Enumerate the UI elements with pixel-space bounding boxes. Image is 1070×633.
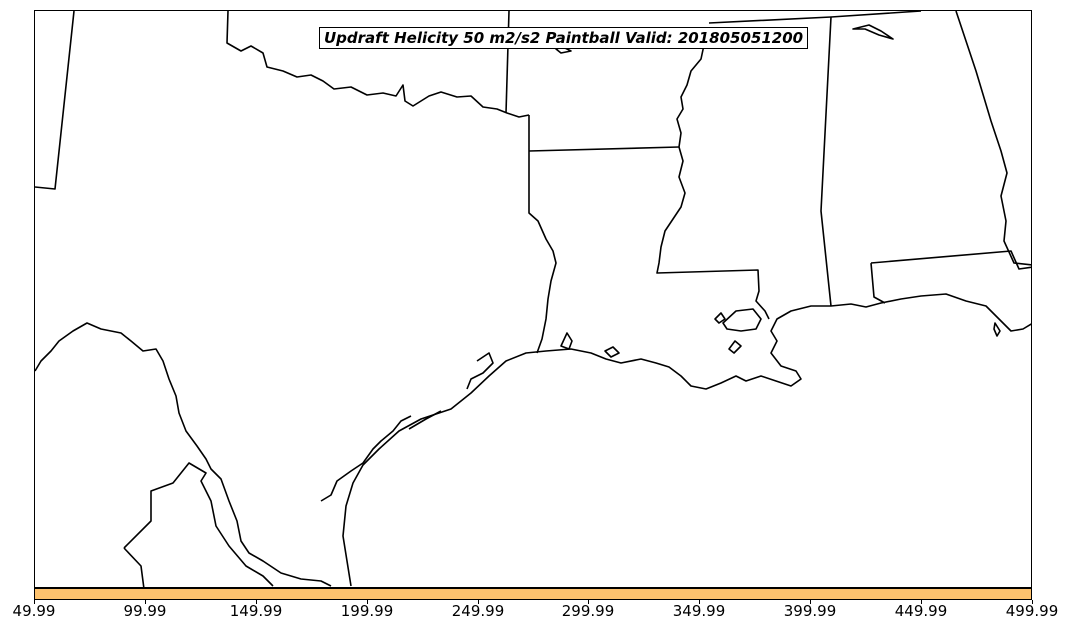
colorbar-tick-mark [478, 600, 479, 604]
state-border-al-ga [955, 11, 1031, 266]
colorbar-tick-label: 249.99 [451, 602, 505, 620]
coastline-gulf [342, 293, 1031, 587]
border-mexico-state-1 [123, 547, 145, 587]
colorbar-tick-mark [34, 600, 35, 604]
border-mexico-state-2 [123, 462, 274, 587]
lake-small-2 [604, 346, 620, 358]
lake-small-1 [714, 312, 726, 324]
colorbar-tick-label: 149.99 [229, 602, 283, 620]
lake-pontchartrain [722, 308, 762, 332]
coast-bay-galveston [466, 352, 494, 390]
colorbar-tick-label: 49.99 [12, 602, 56, 620]
state-border-red-river [226, 11, 530, 118]
colorbar-tick-label: 199.99 [340, 602, 394, 620]
state-border-al-fl [870, 250, 1031, 304]
colorbar-tick-mark [699, 600, 700, 604]
coast-barrier-tx [320, 410, 442, 502]
colorbar-tick-label: 349.99 [672, 602, 726, 620]
state-border-tx-la [528, 115, 680, 354]
colorbar-tick-mark [367, 600, 368, 604]
colorbar-tick-mark [921, 600, 922, 604]
colorbar-ticks: 49.99 99.99 149.99 199.99 249.99 299.99 349.99… [0, 600, 1070, 633]
lake-small-4 [728, 340, 742, 354]
colorbar-tick-label: 299.99 [561, 602, 615, 620]
colorbar-tick-label: 399.99 [783, 602, 837, 620]
colorbar-tick-label: 499.99 [1005, 602, 1059, 620]
lake-small-5 [993, 322, 1001, 337]
river-mississippi [656, 30, 770, 320]
lake-small-3 [560, 332, 573, 350]
map-title: Updraft Helicity 50 m2/s2 Paintball Vali… [319, 27, 809, 49]
colorbar-tick-mark [256, 600, 257, 604]
border-rio-grande [35, 322, 332, 587]
state-border-north [708, 11, 922, 24]
colorbar-tick-label: 99.99 [123, 602, 167, 620]
state-border-ms-al [820, 16, 832, 307]
colorbar-tick-label: 449.99 [894, 602, 948, 620]
colorbar-tick-mark [810, 600, 811, 604]
colorbar-tick-mark [1032, 600, 1033, 604]
colorbar-tick-mark [588, 600, 589, 604]
state-border-nm-tx [35, 11, 75, 190]
lake-kentucky [852, 24, 894, 40]
colorbar [34, 588, 1032, 600]
map-frame: Updraft Helicity 50 m2/s2 Paintball Vali… [34, 10, 1032, 588]
map-basemap [35, 11, 1031, 587]
colorbar-tick-mark [145, 600, 146, 604]
